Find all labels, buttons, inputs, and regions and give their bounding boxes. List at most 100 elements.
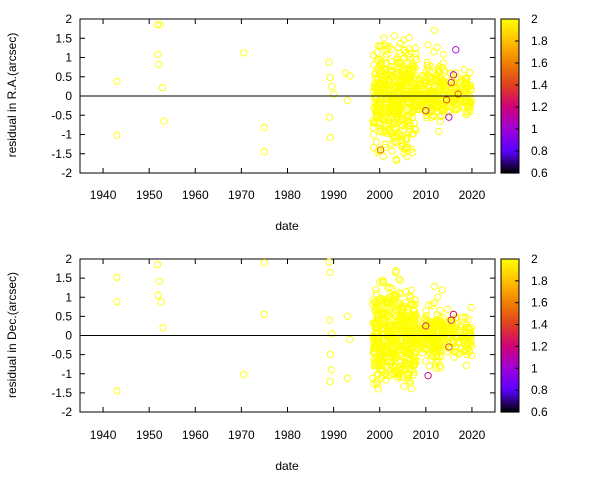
ra-cluster-point: [422, 67, 430, 75]
ra-cluster-point: [460, 66, 468, 74]
ra-colorbar-band: [501, 121, 519, 124]
ra-colorbar-band: [501, 67, 519, 70]
dec-cluster-point: [386, 312, 394, 320]
ra-colorbar-band: [501, 119, 519, 122]
dec-colorbar-tick-label: 1.4: [531, 318, 548, 332]
dec-data-point: [240, 370, 248, 379]
dec-cluster-point: [375, 336, 383, 344]
ra-colorbar-band: [501, 19, 519, 22]
dec-colorbar-band: [501, 383, 519, 386]
ra-y-tick-label: 0: [65, 89, 72, 103]
ra-data-point: [260, 123, 269, 132]
ra-cluster-point: [437, 78, 445, 87]
ra-colorbar-band: [501, 153, 519, 157]
ra-data-points: [113, 21, 475, 165]
ra-cluster-point: [397, 72, 405, 80]
ra-cluster-point: [461, 80, 469, 88]
dec-data-point: [153, 261, 162, 269]
ra-cluster-point: [411, 124, 419, 133]
ra-cluster-point: [440, 69, 449, 77]
dec-cluster-point: [415, 338, 423, 347]
dec-colorbar-band: [501, 377, 519, 381]
ra-colorbar-band: [501, 97, 519, 101]
ra-cluster-point: [380, 77, 388, 85]
ra-cluster-point: [394, 130, 403, 139]
ra-colorbar-band: [501, 140, 519, 143]
ra-cluster-point: [450, 91, 459, 100]
dec-cluster-point: [376, 278, 384, 287]
dec-data-point: [343, 374, 352, 382]
ra-colorbar-band: [501, 92, 519, 95]
dec-cluster-point: [373, 380, 381, 388]
dec-cluster-point: [378, 278, 387, 286]
ra-colorbar-band: [501, 63, 519, 66]
ra-cluster-point: [405, 112, 413, 120]
ra-cluster-point: [409, 62, 418, 70]
ra-data-point: [325, 113, 334, 121]
dec-y-tick-label: -1: [61, 367, 72, 381]
dec-cluster-point: [413, 320, 422, 328]
dec-cluster-point: [444, 305, 452, 314]
dec-cluster-point: [389, 340, 397, 349]
dec-cluster-point: [405, 345, 414, 353]
ra-cluster-point: [401, 91, 410, 99]
ra-data-point: [260, 148, 269, 156]
ra-cluster-point: [379, 152, 387, 160]
ra-cluster-point: [387, 139, 395, 148]
dec-colorbar-band: [501, 394, 519, 398]
dec-colorbar-band: [501, 368, 519, 371]
dec-colorbar-band: [501, 348, 519, 352]
ra-cluster-point: [400, 149, 408, 157]
ra-colorbar-band: [501, 84, 519, 87]
dec-colorbar-band: [501, 408, 519, 411]
dec-cluster-point: [431, 346, 439, 354]
dec-data-point: [343, 312, 352, 321]
ra-data-point: [328, 82, 336, 91]
ra-cluster-point: [381, 104, 389, 112]
ra-cluster-point: [369, 51, 377, 59]
dec-data-point: [422, 322, 430, 330]
ra-cluster-point: [427, 113, 435, 122]
ra-colorbar-band: [501, 70, 519, 74]
ra-y-tick-label: 0.5: [55, 70, 72, 84]
ra-cluster-point: [400, 47, 408, 55]
dec-cluster-point: [374, 314, 382, 322]
ra-cluster-point: [430, 26, 439, 35]
dec-colorbar-band: [501, 322, 519, 325]
dec-cluster-point: [397, 320, 405, 328]
ra-x-tick-label: 1970: [228, 188, 255, 202]
ra-cluster-point: [376, 127, 385, 136]
dec-cluster-point: [372, 289, 381, 298]
ra-cluster-point: [400, 79, 408, 87]
dec-data-point: [424, 372, 432, 380]
dec-y-tick-label: -1.5: [51, 386, 72, 400]
ra-cluster-point: [376, 55, 385, 64]
dec-y-tick-label: 0: [65, 329, 72, 343]
ra-x-axis-label: date: [275, 219, 299, 233]
ra-cluster-point: [369, 87, 378, 96]
dec-cluster-point: [373, 341, 382, 349]
dec-colorbar-band: [501, 314, 519, 317]
ra-cluster-point: [382, 99, 391, 107]
dec-cluster-point: [415, 335, 423, 344]
ra-data-point: [155, 60, 163, 69]
dec-cluster-point: [409, 311, 417, 319]
dec-cluster-point: [398, 315, 406, 323]
ra-colorbar-band: [501, 107, 519, 111]
ra-colorbar-band: [501, 24, 519, 28]
ra-colorbar-band: [501, 44, 519, 47]
ra-cluster-point: [404, 71, 412, 79]
ra-cluster-point: [369, 131, 377, 139]
ra-colorbar-band: [501, 86, 519, 89]
ra-cluster-point: [375, 84, 383, 92]
dec-cluster-point: [409, 307, 417, 315]
ra-cluster-point: [385, 88, 394, 96]
ra-cluster-point: [427, 101, 436, 110]
ra-colorbar-band: [501, 51, 519, 55]
ra-colorbar-band: [501, 126, 519, 130]
ra-colorbar-band: [501, 94, 519, 97]
ra-data-point: [158, 83, 167, 92]
ra-cluster-point: [425, 66, 433, 75]
ra-colorbar-band: [501, 82, 519, 86]
dec-data-point: [325, 316, 334, 324]
